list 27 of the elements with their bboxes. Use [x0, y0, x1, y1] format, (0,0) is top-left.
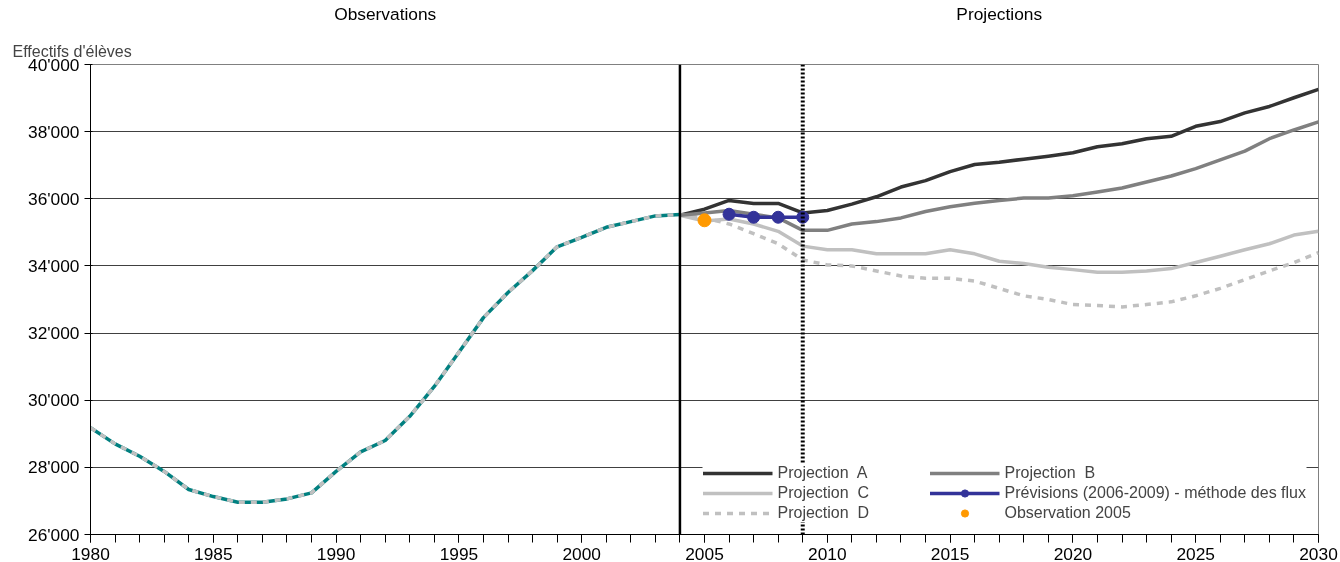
x-tick-label: 2010: [808, 543, 847, 562]
y-tick-label: 28'000: [28, 457, 80, 478]
y-tick-label: 30'000: [28, 390, 80, 411]
legend-label: Projection C: [777, 484, 871, 502]
x-tick-label: 2025: [1176, 543, 1215, 562]
y-tick-label: 38'000: [28, 121, 80, 142]
legend-label: Projection B: [1004, 464, 1097, 482]
text: Projections: [956, 3, 1043, 24]
x-tick-label: 1980: [71, 543, 110, 562]
legend-label: Projection A: [777, 464, 869, 482]
text: Observations: [334, 3, 437, 24]
x-tick-label: 2030: [1299, 543, 1338, 562]
y-tick-label: 34'000: [28, 255, 80, 276]
y-tick-label: 36'000: [28, 188, 80, 209]
x-tick-label: 2015: [930, 543, 970, 562]
x-tick-label: 2020: [1053, 543, 1093, 562]
line-series: [90, 212, 1319, 505]
x-tick-label: 1995: [439, 543, 479, 562]
x-tick-label: 2005: [685, 543, 724, 562]
legend-label: Observation 2005: [1004, 504, 1132, 522]
y-tick-label: 32'000: [28, 323, 80, 344]
legend-label: Prévisions (2006-2009) - méthode des flux: [1004, 484, 1306, 502]
legend-label: Projection D: [777, 504, 871, 522]
x-tick-label: 1990: [316, 543, 356, 562]
y-tick-label: 26'000: [28, 524, 80, 545]
x-tick-label: 1985: [194, 543, 233, 562]
x-tick-label: 2000: [562, 543, 601, 562]
